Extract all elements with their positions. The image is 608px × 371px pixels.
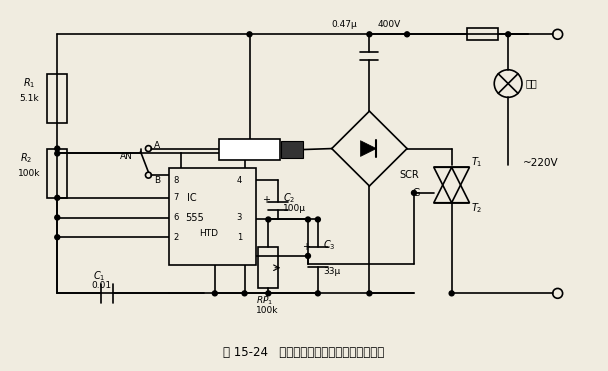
Bar — [282, 141, 303, 158]
Circle shape — [55, 151, 60, 156]
Circle shape — [266, 217, 271, 222]
Circle shape — [449, 291, 454, 296]
Circle shape — [212, 291, 217, 296]
Text: $T_1$: $T_1$ — [471, 155, 483, 169]
Circle shape — [55, 196, 60, 200]
Text: $R_1$: $R_1$ — [22, 77, 35, 91]
Text: 100k: 100k — [18, 169, 40, 178]
Text: 7: 7 — [173, 193, 179, 202]
Bar — [47, 74, 67, 123]
Text: +: + — [302, 242, 310, 252]
Text: 8: 8 — [173, 175, 179, 185]
Circle shape — [247, 32, 252, 37]
Text: HTD: HTD — [199, 229, 218, 238]
Bar — [466, 29, 498, 40]
Text: A: A — [154, 141, 161, 150]
Circle shape — [506, 32, 511, 37]
Text: G: G — [412, 188, 420, 198]
Circle shape — [305, 253, 311, 258]
Text: 4: 4 — [237, 175, 242, 185]
Text: 3: 3 — [237, 213, 242, 222]
Text: IC: IC — [187, 193, 197, 203]
Circle shape — [316, 291, 320, 296]
Text: 1: 1 — [237, 233, 242, 242]
Text: $T_2$: $T_2$ — [471, 201, 483, 214]
Circle shape — [367, 32, 372, 37]
Circle shape — [266, 291, 271, 296]
Circle shape — [316, 217, 320, 222]
Text: +: + — [263, 195, 271, 205]
Text: 555: 555 — [185, 213, 204, 223]
Text: 2: 2 — [173, 233, 179, 242]
Bar — [169, 168, 257, 265]
Text: SCR: SCR — [399, 170, 419, 180]
Text: 0.01: 0.01 — [91, 281, 111, 290]
Polygon shape — [361, 141, 376, 157]
Circle shape — [367, 291, 372, 296]
Text: 负载: 负载 — [526, 79, 537, 89]
Bar — [258, 247, 278, 288]
Text: B: B — [154, 175, 161, 185]
Text: 磁铁: 磁铁 — [283, 145, 292, 154]
Text: 5.1k: 5.1k — [19, 94, 40, 103]
Circle shape — [242, 291, 247, 296]
Text: ~220V: ~220V — [523, 158, 559, 168]
Text: 0.47μ: 0.47μ — [332, 20, 358, 29]
Text: $C_1$: $C_1$ — [93, 269, 105, 283]
Text: 33μ: 33μ — [323, 267, 340, 276]
Bar — [47, 148, 67, 198]
Bar — [219, 139, 280, 160]
Text: $C_3$: $C_3$ — [323, 238, 336, 252]
Circle shape — [55, 235, 60, 240]
Text: 6: 6 — [173, 213, 179, 222]
Text: $RP_1$: $RP_1$ — [257, 294, 274, 306]
Circle shape — [412, 190, 416, 196]
Text: AN: AN — [120, 152, 133, 161]
Text: 100μ: 100μ — [283, 204, 306, 213]
Text: 400V: 400V — [378, 20, 401, 29]
Circle shape — [55, 146, 60, 151]
Text: 图 15-24   报警、门铃、照明三用控制器电路: 图 15-24 报警、门铃、照明三用控制器电路 — [223, 346, 385, 359]
Text: DN838: DN838 — [225, 145, 255, 154]
Text: $C_2$: $C_2$ — [283, 191, 295, 205]
Text: $R_2$: $R_2$ — [19, 151, 32, 165]
Text: 100k: 100k — [257, 306, 279, 315]
Circle shape — [404, 32, 410, 37]
Circle shape — [55, 215, 60, 220]
Circle shape — [305, 217, 311, 222]
